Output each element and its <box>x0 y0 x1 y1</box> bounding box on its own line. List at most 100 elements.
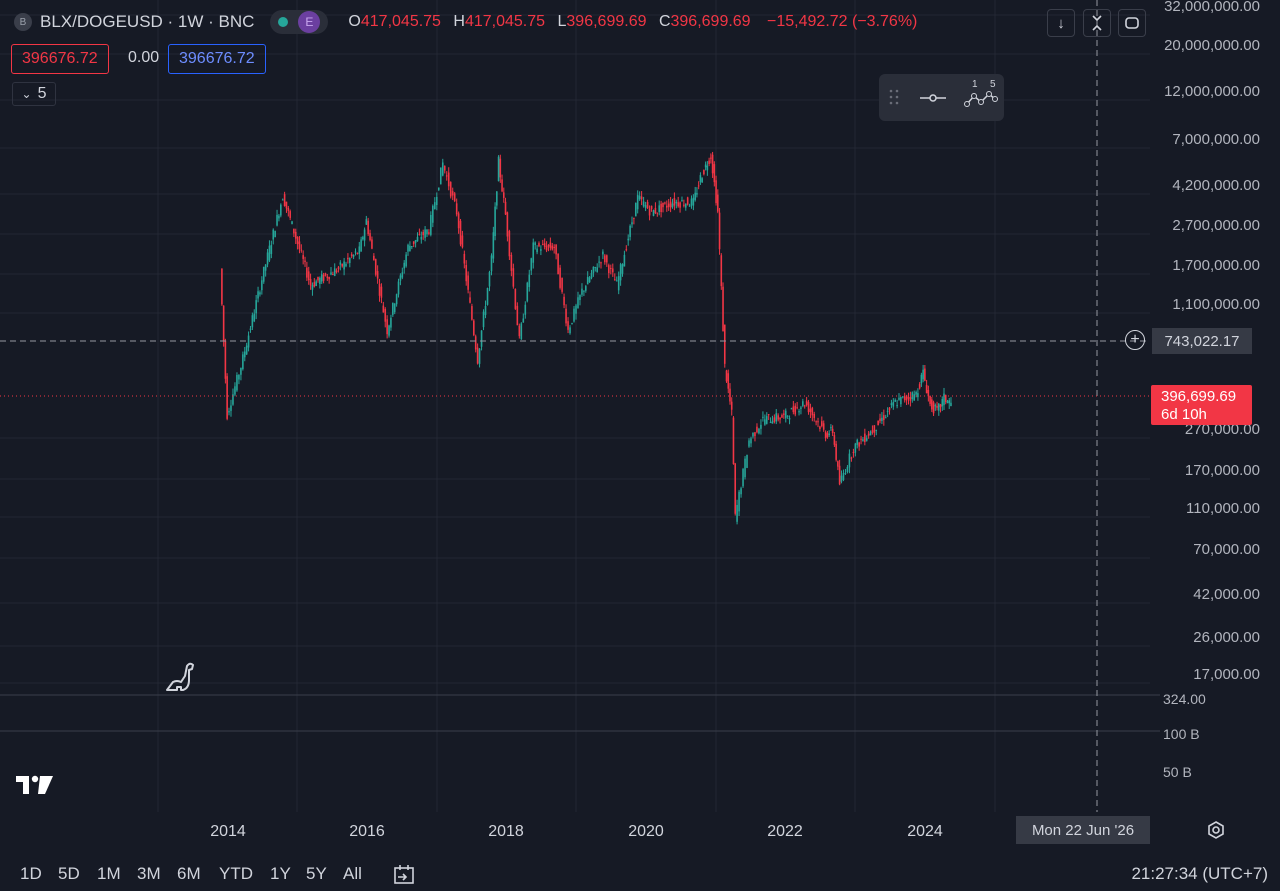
candle-body <box>434 202 436 210</box>
candle-body <box>262 266 265 282</box>
candle-body <box>296 236 299 245</box>
candle-body <box>497 156 500 182</box>
price-tick-label: 26,000.00 <box>1193 629 1260 646</box>
candle-body <box>715 180 717 204</box>
candle-body <box>835 443 837 460</box>
candle-body <box>846 466 849 473</box>
candle-body <box>862 439 864 442</box>
clock-timezone[interactable]: 21:27:34 (UTC+7) <box>1131 864 1268 883</box>
price-tick-label: 1,100,000.00 <box>1172 296 1260 313</box>
candle-body <box>371 239 373 249</box>
candle-body <box>692 197 695 206</box>
candle-body <box>315 281 317 286</box>
horizontal-line-tool-icon[interactable] <box>920 94 946 102</box>
candle-body <box>583 290 585 292</box>
settings-gear-icon[interactable] <box>1206 820 1226 845</box>
candle-body <box>501 179 503 192</box>
timeframe-5d[interactable]: 5D <box>58 864 80 883</box>
candle-body <box>486 288 489 305</box>
candle-body <box>382 305 385 313</box>
candle-body <box>356 252 359 254</box>
candle-body <box>349 258 351 263</box>
candle-body <box>278 215 280 219</box>
candle-body <box>518 325 521 337</box>
candle-body <box>877 420 879 426</box>
timeframe-1m[interactable]: 1M <box>97 864 121 883</box>
indicators-count: 5 <box>37 85 47 102</box>
candle-body <box>412 241 415 245</box>
add-alert-plus-icon[interactable]: + <box>1125 330 1145 350</box>
candle-body <box>508 231 511 257</box>
timeframe-ytd[interactable]: YTD <box>219 864 253 883</box>
timeframe-all[interactable]: All <box>343 864 362 883</box>
candle-body <box>730 401 733 410</box>
timeframe-5y[interactable]: 5Y <box>306 864 327 883</box>
candle-body <box>946 401 949 403</box>
candle-body <box>888 407 891 411</box>
symbol-title[interactable]: BLX/DOGEUSD · 1W · BNC <box>40 12 255 31</box>
candle-series <box>221 151 952 525</box>
candle-body <box>298 241 301 250</box>
candle-body <box>615 280 618 282</box>
candle-body <box>742 469 744 487</box>
candle-body <box>551 245 554 250</box>
candle-body <box>864 433 866 443</box>
indicators-toggle[interactable]: ⌄ 5 <box>12 82 56 106</box>
candle-body <box>319 277 321 285</box>
fullscreen-icon[interactable] <box>1118 9 1146 37</box>
candle-body <box>569 327 571 334</box>
arrow-down-icon[interactable]: ↓ <box>1047 9 1075 37</box>
candle-body <box>337 267 340 269</box>
calendar-range-icon[interactable] <box>393 864 417 891</box>
candle-body <box>579 294 581 301</box>
candle-body <box>332 274 334 276</box>
candle-body <box>420 237 423 240</box>
timeframe-3m[interactable]: 3M <box>137 864 161 883</box>
market-status-pill[interactable]: E <box>270 10 329 34</box>
candle-body <box>617 276 620 291</box>
buy-button[interactable]: 396676.72 <box>168 44 266 74</box>
candle-body <box>528 274 531 288</box>
candle-body <box>253 313 256 322</box>
candle-body <box>557 253 559 275</box>
candle-body <box>428 232 430 234</box>
price-tick-label: 170,000.00 <box>1184 462 1260 479</box>
candle-body <box>754 432 756 437</box>
collapse-arrows-icon[interactable] <box>1083 9 1111 37</box>
candle-body <box>708 160 710 164</box>
drag-handle-icon[interactable] <box>889 89 899 105</box>
candle-body <box>280 204 282 216</box>
sell-button[interactable]: 396676.72 <box>11 44 109 74</box>
candle-body <box>411 246 413 248</box>
candle-body <box>465 264 468 282</box>
candle-body <box>405 254 407 267</box>
tradingview-logo-icon[interactable] <box>15 774 55 801</box>
candle-body <box>592 266 595 274</box>
candle-body <box>652 210 655 216</box>
timeframe-1y[interactable]: 1Y <box>270 864 291 883</box>
candle-body <box>339 262 342 265</box>
timeframe-1d[interactable]: 1D <box>20 864 42 883</box>
candle-body <box>504 201 507 215</box>
price-change: −15,492.72 (−3.76%) <box>767 13 918 30</box>
candle-body <box>752 432 754 437</box>
candle-body <box>842 473 845 480</box>
candle-body <box>704 164 707 168</box>
candle-body <box>925 384 928 394</box>
candle-body <box>480 330 483 347</box>
candle-body <box>565 308 567 324</box>
candle-body <box>937 403 940 411</box>
candle-body <box>247 335 250 348</box>
candle-body <box>437 187 440 190</box>
elliott-wave-tool-icon[interactable]: 1 5 <box>964 79 998 107</box>
candle-body <box>765 416 768 424</box>
candle-body <box>401 272 404 278</box>
candle-body <box>526 282 529 302</box>
timeframe-6m[interactable]: 6M <box>177 864 201 883</box>
candle-body <box>393 303 396 313</box>
candle-body <box>430 215 432 235</box>
candle-body <box>426 229 428 235</box>
ohlc-values: O417,045.75 H417,045.75 L396,699.69 C396… <box>348 13 918 30</box>
candle-body <box>571 322 573 324</box>
